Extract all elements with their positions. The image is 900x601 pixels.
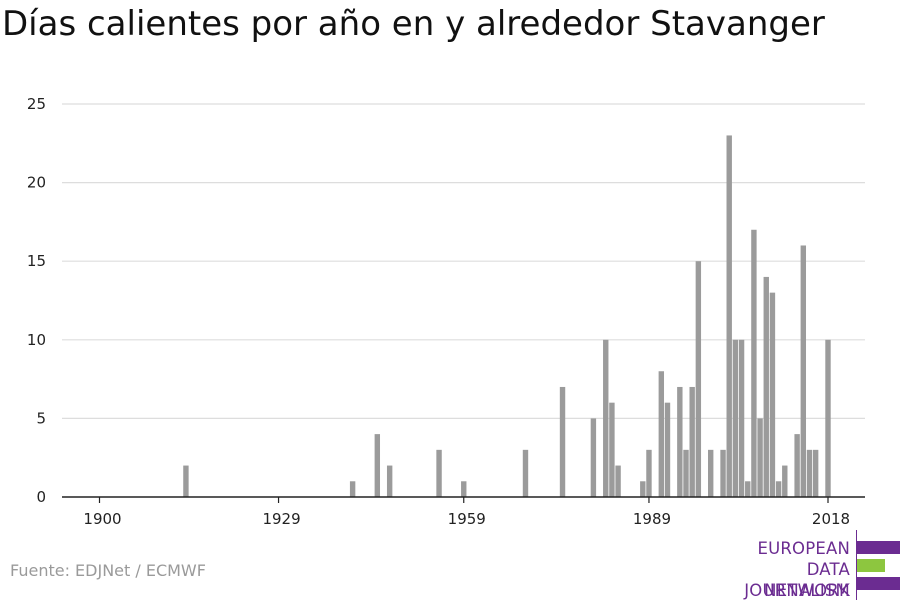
chart-title: Días calientes por año en y alrededor St… xyxy=(2,4,825,44)
bar xyxy=(590,418,597,497)
bar xyxy=(782,465,788,497)
bar xyxy=(775,481,782,497)
bar xyxy=(658,371,665,497)
bar xyxy=(349,481,356,497)
bar xyxy=(689,386,695,497)
logo-bar-top xyxy=(857,541,900,554)
bar xyxy=(720,449,726,497)
y-tick-label: 0 xyxy=(36,488,46,506)
x-tick-label: 1929 xyxy=(262,510,300,528)
bar xyxy=(386,465,393,497)
gridlines xyxy=(62,103,865,419)
x-tick-label: 1989 xyxy=(633,510,671,528)
bar xyxy=(794,434,800,497)
bar xyxy=(374,434,381,497)
logo-bar-middle xyxy=(857,559,885,572)
bar xyxy=(769,292,776,497)
bar xyxy=(677,386,683,497)
logo-divider xyxy=(856,530,857,600)
bar xyxy=(461,481,467,497)
bar xyxy=(806,449,813,497)
bar xyxy=(757,418,763,497)
bar xyxy=(738,339,745,497)
x-tick-label: 1959 xyxy=(448,510,486,528)
y-axis-ticks: 0 5 10 15 20 25 xyxy=(27,95,46,506)
bar xyxy=(664,402,671,497)
logo-bar-bottom xyxy=(857,577,900,590)
bar xyxy=(559,386,566,497)
bar xyxy=(646,449,652,497)
bars xyxy=(183,135,831,497)
bar xyxy=(522,449,529,497)
logo-line-3: NETWORK xyxy=(764,581,850,600)
bar xyxy=(726,135,732,497)
bar xyxy=(707,449,714,497)
bar xyxy=(800,245,807,497)
bar xyxy=(812,449,819,497)
bar xyxy=(609,402,615,497)
logo-line-1: EUROPEAN xyxy=(757,539,850,558)
x-tick-label: 1900 xyxy=(83,510,121,528)
y-tick-label: 20 xyxy=(27,174,46,192)
x-tick-label: 2018 xyxy=(812,510,850,528)
bar xyxy=(436,449,442,497)
logo-line-2: DATA JOURNALISM xyxy=(744,560,850,600)
bar xyxy=(615,465,621,497)
bar xyxy=(763,276,769,497)
bar xyxy=(825,339,831,497)
bar xyxy=(183,465,189,497)
y-tick-label: 10 xyxy=(27,331,46,349)
source-note: Fuente: EDJNet / ECMWF xyxy=(10,561,206,580)
bar xyxy=(683,449,689,497)
y-tick-label: 5 xyxy=(36,409,46,427)
x-axis: 1900 1929 1959 1989 2018 xyxy=(62,496,865,528)
bar xyxy=(751,229,757,497)
edjnet-logo[interactable]: EUROPEAN DATA JOURNALISM NETWORK xyxy=(700,530,900,600)
bar xyxy=(745,481,751,497)
y-tick-label: 25 xyxy=(27,95,46,113)
bar xyxy=(603,339,609,497)
bar xyxy=(732,339,739,497)
bar xyxy=(695,261,702,497)
bar xyxy=(640,481,646,497)
y-tick-label: 15 xyxy=(27,252,46,270)
